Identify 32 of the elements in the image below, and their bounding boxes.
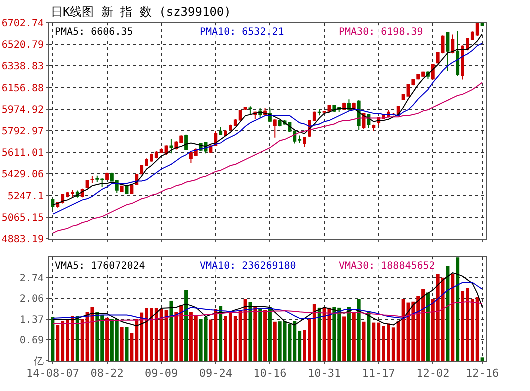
y-tick-label: 6520.79 [2,40,44,52]
y-tick-label: 5611.01 [2,148,44,160]
y-tick-label: 5792.97 [2,126,44,138]
x-tick-label: 14-08-07 [26,367,80,380]
y-tick-label: 6702.74 [2,18,44,30]
text: PMA30: 6198.39 [339,27,424,38]
text: VMA10: 236269180 [200,261,296,272]
y-tick-label: 0.69 [20,336,44,347]
x-tick-label: 08-22 [90,367,124,380]
x-tick-label: 12-02 [416,367,450,380]
x-tick-label: 09-24 [199,367,233,380]
text: VMA5: 176072024 [55,261,146,272]
y-tick-label: 2.74 [20,273,44,284]
y-tick-label: 5065.15 [2,212,44,224]
y-tick-label: 6156.88 [2,83,44,94]
y-tick-label: 2.06 [20,294,44,306]
x-tick-label: 10-31 [308,367,342,380]
y-tick-label: 5429.06 [2,170,44,181]
text: PMA5: 6606.35 [55,27,134,38]
y-tick-label: 4883.19 [2,234,44,246]
y-tick-label: 亿 [33,356,44,368]
chart-title: 日K线图 新 指 数 (sz399100) [51,5,232,19]
x-tick-label: 11-17 [362,367,396,380]
x-tick-label: 10-16 [254,367,287,380]
y-tick-label: 5247.1 [8,191,44,202]
x-tick-label: 09-09 [145,367,178,380]
x-tick-label: 12-16 [466,367,500,380]
y-tick-label: 1.37 [20,314,44,326]
text: PMA10: 6532.21 [200,27,284,38]
y-tick-label: 6338.83 [2,62,44,73]
text: VMA30: 188845652 [339,261,436,272]
y-tick-label: 5974.92 [2,104,44,116]
